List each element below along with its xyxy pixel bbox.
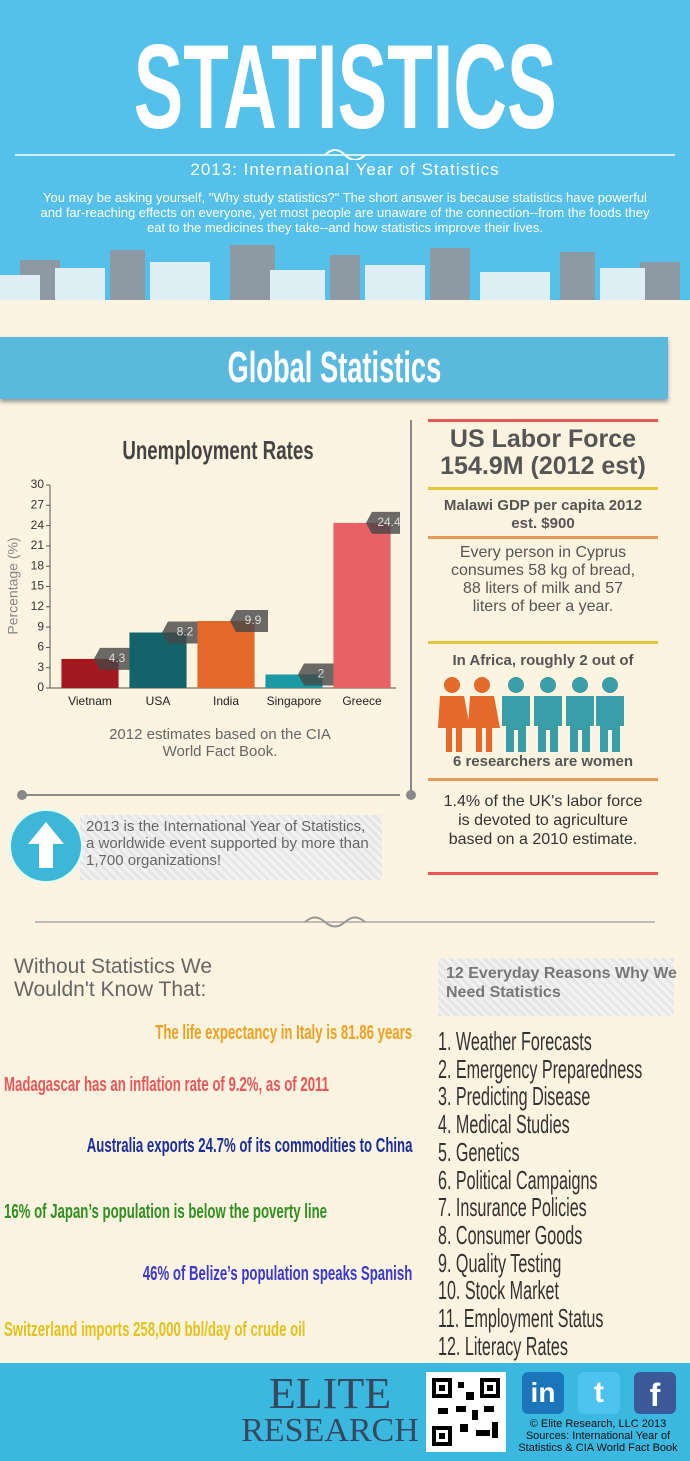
value-tag	[298, 663, 336, 686]
reason-item: 10. Stock Market	[438, 1275, 559, 1306]
y-tick-label: 15	[31, 579, 45, 593]
value-label: 9.9	[245, 613, 262, 627]
chart-note: 2012 estimates based on the CIA World Fa…	[109, 726, 331, 760]
y-axis-label: Percentage (%)	[5, 537, 21, 634]
fact-item: Madagascar has an inflation rate of 9.2%…	[4, 1074, 329, 1096]
without-heading: Without Statistics We Wouldn't Know That…	[14, 955, 213, 1001]
qr-code	[426, 1372, 506, 1452]
uk-fact: 1.4% of the UK's labor force is devoted …	[443, 793, 643, 848]
title-text: STATISTICS	[133, 20, 557, 154]
people-icons	[438, 677, 624, 752]
section-title: Global Statistics	[227, 343, 441, 392]
malawi-fact: Malawi GDP per capita 2012 est. $900	[443, 497, 643, 532]
value-tag	[366, 511, 400, 534]
y-tick-label: 21	[31, 538, 45, 552]
logo-top: ELITE	[268, 1369, 392, 1418]
value-label: 4.3	[109, 651, 126, 665]
fact-item: 16% of Japan’s population is below the p…	[4, 1201, 327, 1223]
subtitle-text: 2013: International Year of Statistics	[182, 160, 508, 179]
sources: Sources: International Year of Statistic…	[518, 1430, 678, 1454]
y-tick-label: 0	[37, 680, 44, 694]
subtitle: 2013: International Year of Statistics	[0, 160, 690, 180]
reason-item: 6. Political Campaigns	[438, 1164, 598, 1195]
skyline	[0, 245, 690, 310]
copyright: © Elite Research, LLC 2013	[529, 1418, 667, 1430]
logo-bottom: RESEARCH	[241, 1412, 419, 1449]
rule	[428, 419, 658, 422]
reason-item: 7. Insurance Policies	[438, 1192, 587, 1223]
footer	[0, 1363, 690, 1461]
x-tick-label: Vietnam	[68, 694, 112, 708]
y-tick-label: 24	[31, 518, 45, 532]
section-banner: Global Statistics	[0, 337, 668, 399]
rule	[428, 872, 658, 875]
y-tick-label: 3	[37, 660, 44, 674]
y-tick-label: 30	[31, 477, 45, 491]
reason-item: 2. Emergency Preparedness	[438, 1053, 643, 1084]
reason-item: 8. Consumer Goods	[438, 1219, 583, 1250]
logo: ELITE RESEARCH	[240, 1369, 420, 1449]
fact-item: The life expectancy in Italy is 81.86 ye…	[155, 1022, 412, 1044]
reason-item: 3. Predicting Disease	[438, 1081, 591, 1112]
y-tick-label: 27	[31, 497, 45, 511]
twitter-icon[interactable]: t	[578, 1372, 620, 1414]
intro: You may be asking yourself, "Why study s…	[40, 190, 650, 235]
reason-item: 4. Medical Studies	[438, 1109, 570, 1140]
ornament	[15, 149, 675, 161]
facebook-icon[interactable]: f	[634, 1372, 676, 1414]
fact-item: Switzerland imports 258,000 bbl/day of c…	[4, 1319, 306, 1341]
y-tick-label: 9	[37, 619, 44, 633]
title: STATISTICS	[0, 22, 690, 152]
y-tick-label: 18	[31, 558, 45, 572]
rule	[428, 641, 658, 644]
reason-item: 9. Quality Testing	[438, 1247, 562, 1278]
x-tick-label: India	[213, 694, 239, 708]
callout-box	[80, 815, 382, 880]
labor-title: US Labor Force	[449, 425, 637, 453]
linkedin-icon[interactable]: in	[522, 1372, 564, 1414]
fact-item: 46% of Belize’s population speaks Spanis…	[142, 1263, 412, 1285]
bar	[333, 522, 391, 688]
rule	[428, 778, 658, 781]
africa-top: In Africa, roughly 2 out of	[452, 652, 634, 669]
labor-value: 154.9M (2012 est)	[440, 452, 646, 480]
x-tick-label: USA	[146, 694, 171, 708]
y-tick-label: 12	[31, 599, 45, 613]
chart-title: Unemployment Rates	[122, 435, 313, 465]
y-tick-label: 6	[37, 640, 44, 654]
reasons-heading: 12 Everyday Reasons Why We Need Statisti…	[446, 965, 677, 1001]
africa-bottom: 6 researchers are women	[452, 753, 634, 770]
x-tick-label: Singapore	[267, 694, 322, 708]
social-icons: in t f	[522, 1372, 682, 1416]
value-label: 24.4	[377, 515, 400, 529]
chart: Unemployment Rates Percentage (%) 0 3 6 9 12…	[5, 435, 400, 708]
value-tag	[94, 647, 132, 670]
value-tag	[162, 621, 200, 644]
value-tag	[230, 610, 268, 633]
x-tick-label: Greece	[342, 694, 382, 708]
reason-item: 1. Weather Forecasts	[438, 1026, 592, 1056]
cyprus-fact: Every person in Cyprus consumes 58 kg of…	[450, 544, 636, 615]
fact-item: Australia exports 24.7% of its commoditi…	[86, 1135, 412, 1157]
reason-item: 11. Employment Status	[438, 1303, 604, 1333]
callout-text: 2013 is the International Year of Statis…	[86, 818, 369, 869]
reason-item: 12. Literacy Rates	[438, 1330, 568, 1361]
credits: © Elite Research, LLC 2013 Sources: Inte…	[508, 1418, 688, 1454]
reasons-heading-box	[438, 958, 674, 1016]
dividers	[17, 420, 416, 800]
bar	[197, 621, 255, 688]
ornament	[35, 916, 655, 928]
rule	[428, 487, 658, 490]
value-label: 8.2	[177, 625, 194, 639]
callout-icon	[9, 809, 83, 883]
rule	[428, 536, 658, 539]
reason-item: 5. Genetics	[438, 1136, 520, 1167]
value-label: 2	[318, 667, 325, 681]
